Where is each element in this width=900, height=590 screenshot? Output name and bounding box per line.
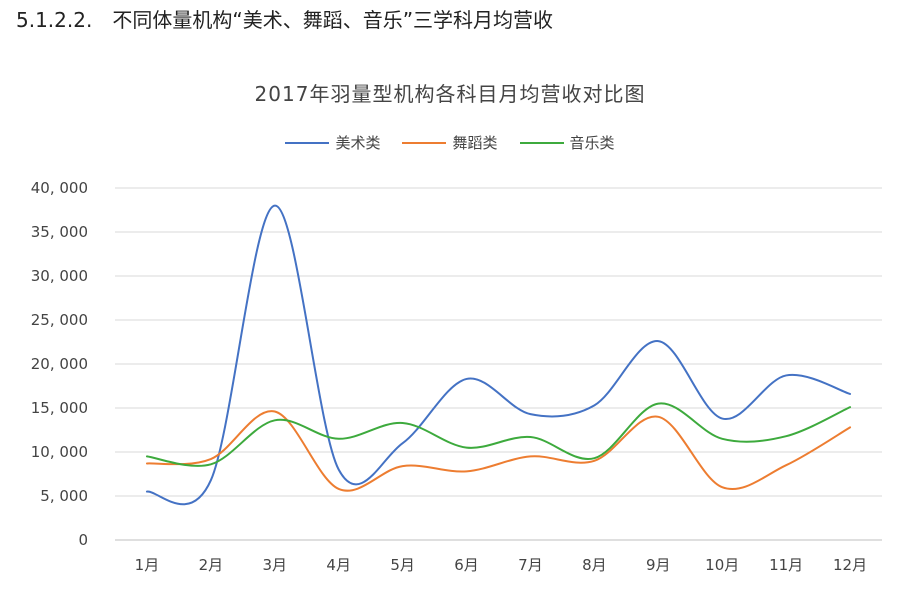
- legend-swatch-art: [285, 141, 330, 144]
- legend-item-art: 美术类: [285, 132, 380, 153]
- x-tick-label: 1月: [135, 556, 160, 574]
- x-tick-label: 2月: [199, 556, 224, 574]
- x-tick-label: 8月: [582, 556, 607, 574]
- chart-legend: 美术类 舞蹈类 音乐类: [0, 132, 900, 153]
- y-tick-label: 5, 000: [40, 487, 88, 505]
- y-tick-label: 0: [78, 531, 88, 549]
- section-heading: 5.1.2.2. 不同体量机构“美术、舞蹈、音乐”三学科月均营收: [16, 4, 553, 33]
- x-tick-label: 5月: [390, 556, 415, 574]
- legend-swatch-dance: [402, 141, 447, 144]
- legend-label-art: 美术类: [335, 134, 381, 152]
- series-line-music: [145, 402, 852, 467]
- x-tick-label: 6月: [454, 556, 479, 574]
- x-tick-label: 11月: [769, 556, 803, 574]
- legend-label-dance: 舞蹈类: [452, 134, 498, 152]
- y-tick-label: 10, 000: [31, 443, 88, 461]
- x-tick-label: 7月: [518, 556, 543, 574]
- y-tick-label: 15, 000: [31, 399, 88, 417]
- y-tick-label: 20, 000: [31, 355, 88, 373]
- x-tick-label: 4月: [326, 556, 351, 574]
- y-tick-label: 25, 000: [31, 311, 88, 329]
- legend-item-dance: 舞蹈类: [402, 132, 498, 153]
- legend-label-music: 音乐类: [569, 134, 615, 152]
- y-axis-tick-labels: 0 5, 000 10, 000 15, 000 20, 000 25, 000 30, 0…: [31, 179, 88, 549]
- legend-swatch-music: [519, 141, 564, 144]
- x-tick-label: 10月: [705, 556, 739, 574]
- y-tick-label: 35, 000: [31, 223, 88, 241]
- x-tick-label: 12月: [833, 556, 867, 574]
- gridlines: [115, 187, 882, 541]
- chart-title: 2017年羽量型机构各科目月均营收对比图: [254, 82, 646, 106]
- legend-item-music: 音乐类: [519, 132, 615, 153]
- y-tick-label: 30, 000: [31, 267, 88, 285]
- y-tick-label: 40, 000: [31, 179, 88, 197]
- x-axis-tick-labels: 1月 2月 3月 4月 5月 6月 7月 8月 9月 10月 11月 12月: [135, 556, 867, 574]
- section-title: 不同体量机构“美术、舞蹈、音乐”三学科月均营收: [112, 8, 554, 32]
- section-number: 5.1.2.2.: [16, 8, 93, 32]
- series-line-art: [145, 204, 852, 506]
- x-tick-label: 9月: [646, 556, 671, 574]
- series-line-dance: [145, 410, 852, 492]
- series-lines: [145, 204, 852, 506]
- x-tick-label: 3月: [263, 556, 288, 574]
